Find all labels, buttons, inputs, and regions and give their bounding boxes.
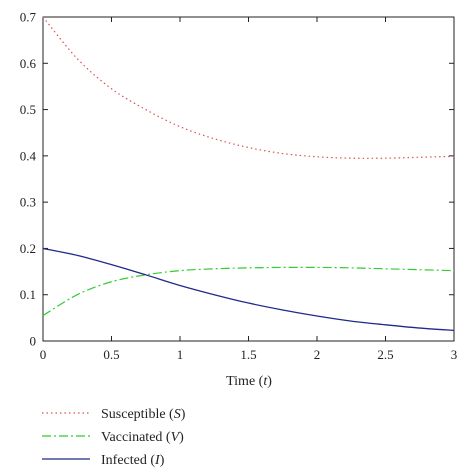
series-line-susceptible xyxy=(42,16,455,159)
series-line-infected xyxy=(42,247,455,331)
legend-label-susceptible: Susceptible (S) xyxy=(101,407,186,422)
y-tick-label: 0.5 xyxy=(20,102,36,117)
y-tick-label: 0.1 xyxy=(20,287,36,302)
x-axis-label: Time (t) xyxy=(226,374,272,389)
plot-frame xyxy=(42,16,455,342)
y-tick-label: 0.3 xyxy=(20,195,36,210)
y-tick-label: 0.6 xyxy=(20,56,37,71)
x-tick-label: 2.5 xyxy=(377,347,393,362)
x-tick-label: 0 xyxy=(40,347,47,362)
legend-label-vaccinated: Vaccinated (V) xyxy=(101,430,184,445)
y-tick-label: 0.2 xyxy=(20,241,36,256)
x-tick-label: 1 xyxy=(177,347,184,362)
series-line-vaccinated xyxy=(42,266,455,317)
y-tick-label: 0 xyxy=(30,334,37,349)
legend: Susceptible (S) Vaccinated (V) Infected … xyxy=(42,407,186,468)
series-lines xyxy=(42,16,455,331)
x-tick-label: 1.5 xyxy=(240,347,256,362)
x-tick-label: 0.5 xyxy=(103,347,119,362)
y-tick-label: 0.4 xyxy=(20,148,37,163)
x-tick-label: 3 xyxy=(451,347,458,362)
y-tick-label: 0.7 xyxy=(20,10,37,25)
ticks: 0 0.5 1 1.5 2 2.5 3 0 0.1 0.2 0.3 0.4 0.5 0.6 0.7 xyxy=(20,10,458,363)
x-tick-label: 2 xyxy=(314,347,321,362)
legend-label-infected: Infected (I) xyxy=(101,453,165,468)
